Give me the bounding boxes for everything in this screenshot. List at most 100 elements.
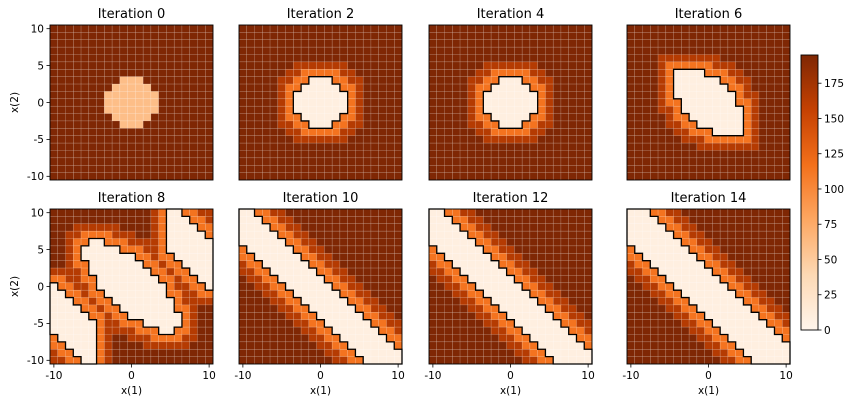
heatmap-cell [576,275,585,284]
heatmap-cell [150,245,159,254]
heatmap-cell [370,76,379,85]
heatmap-cell [428,297,438,306]
heatmap-cell [277,348,286,357]
heatmap-cell [262,223,271,232]
heatmap-cell [316,326,325,335]
heatmap-cell [743,32,752,41]
heatmap-cell [331,91,341,100]
heatmap-cell [444,208,453,217]
heatmap-cell [104,230,113,239]
heatmap-cell [181,348,190,357]
heatmap-cell [204,208,214,217]
heatmap-cell [204,157,214,166]
heatmap-cell [428,282,438,291]
heatmap-cell [727,24,736,33]
heatmap-cell [712,297,721,306]
heatmap-cell [324,83,333,92]
heatmap-cell [719,208,729,217]
heatmap-cell [681,83,690,92]
heatmap-cell [552,289,562,298]
heatmap-cell [88,348,97,357]
heatmap-cell [293,172,302,181]
heatmap-cell [665,326,674,335]
heatmap-cell [277,142,286,151]
heatmap-cell [704,282,713,291]
heatmap-cell [386,172,395,181]
heatmap-cell [444,164,453,173]
heatmap-cell [521,356,531,365]
heatmap-cell [459,312,469,320]
heatmap-cell [490,341,500,350]
heatmap-cell [560,282,569,291]
heatmap-cell [254,267,263,276]
heatmap-cell [362,54,372,63]
heatmap-cell [452,297,461,306]
heatmap-cell [316,135,325,144]
heatmap-cell [339,208,348,217]
heatmap-cell [197,267,206,276]
heatmap-cell [386,54,395,63]
heatmap-cell [537,245,546,254]
heatmap-cell [316,267,325,276]
heatmap-cell [293,238,302,247]
heatmap-cell [444,157,453,166]
heatmap-cell [189,61,198,70]
heatmap-cell [386,142,395,151]
heatmap-cell [766,319,775,328]
heatmap-cell [204,275,214,284]
heatmap-cell [300,275,310,284]
heatmap-cell [428,32,438,41]
heatmap-cell [254,230,263,239]
heatmap-cell [324,135,333,144]
heatmap-cell [119,120,128,129]
heatmap-cell [521,282,531,291]
heatmap-cell [378,230,387,239]
heatmap-cell [673,105,682,114]
heatmap-cell [393,304,403,313]
heatmap-cell [436,356,445,365]
heatmap-cell [127,135,136,144]
heatmap-cell [521,76,531,85]
heatmap-cell [331,69,341,77]
heatmap-cell [560,172,569,181]
heatmap-cell [204,348,214,357]
heatmap-cell [57,39,66,48]
heatmap-cell [444,98,453,107]
heatmap-cell [688,120,698,129]
heatmap-cell [498,208,507,217]
heatmap-cell [774,120,783,129]
heatmap-cell [727,61,736,70]
heatmap-cell [65,32,74,41]
heatmap-cell [142,172,152,181]
heatmap-cell [719,76,729,85]
heatmap-cell [57,275,66,284]
heatmap-cell [277,54,286,63]
heatmap-cell [331,39,341,48]
heatmap-cell [545,128,554,136]
heatmap-cell [204,297,214,306]
heatmap-cell [393,223,403,232]
heatmap-cell [189,356,198,365]
heatmap-cell [704,230,713,239]
heatmap-cell [490,113,500,122]
heatmap-cell [150,297,159,306]
heatmap-cell [57,223,66,232]
heatmap-cell [238,135,248,144]
heatmap-cell [727,32,736,41]
heatmap-cell [246,91,255,100]
heatmap-cell [135,120,144,129]
heatmap-cell [650,230,659,239]
heatmap-cell [642,172,651,181]
heatmap-cell [459,289,469,298]
heatmap-cell [719,319,729,328]
heatmap-cell [150,46,159,55]
heatmap-cell [712,61,721,70]
heatmap-cell [665,39,674,48]
heatmap-cell [277,32,286,41]
heatmap-cell [104,208,113,217]
heatmap-cell [370,245,379,254]
heatmap-cell [331,105,341,114]
heatmap-cell [704,238,713,247]
heatmap-cell [80,326,90,335]
heatmap-cell [444,172,453,181]
